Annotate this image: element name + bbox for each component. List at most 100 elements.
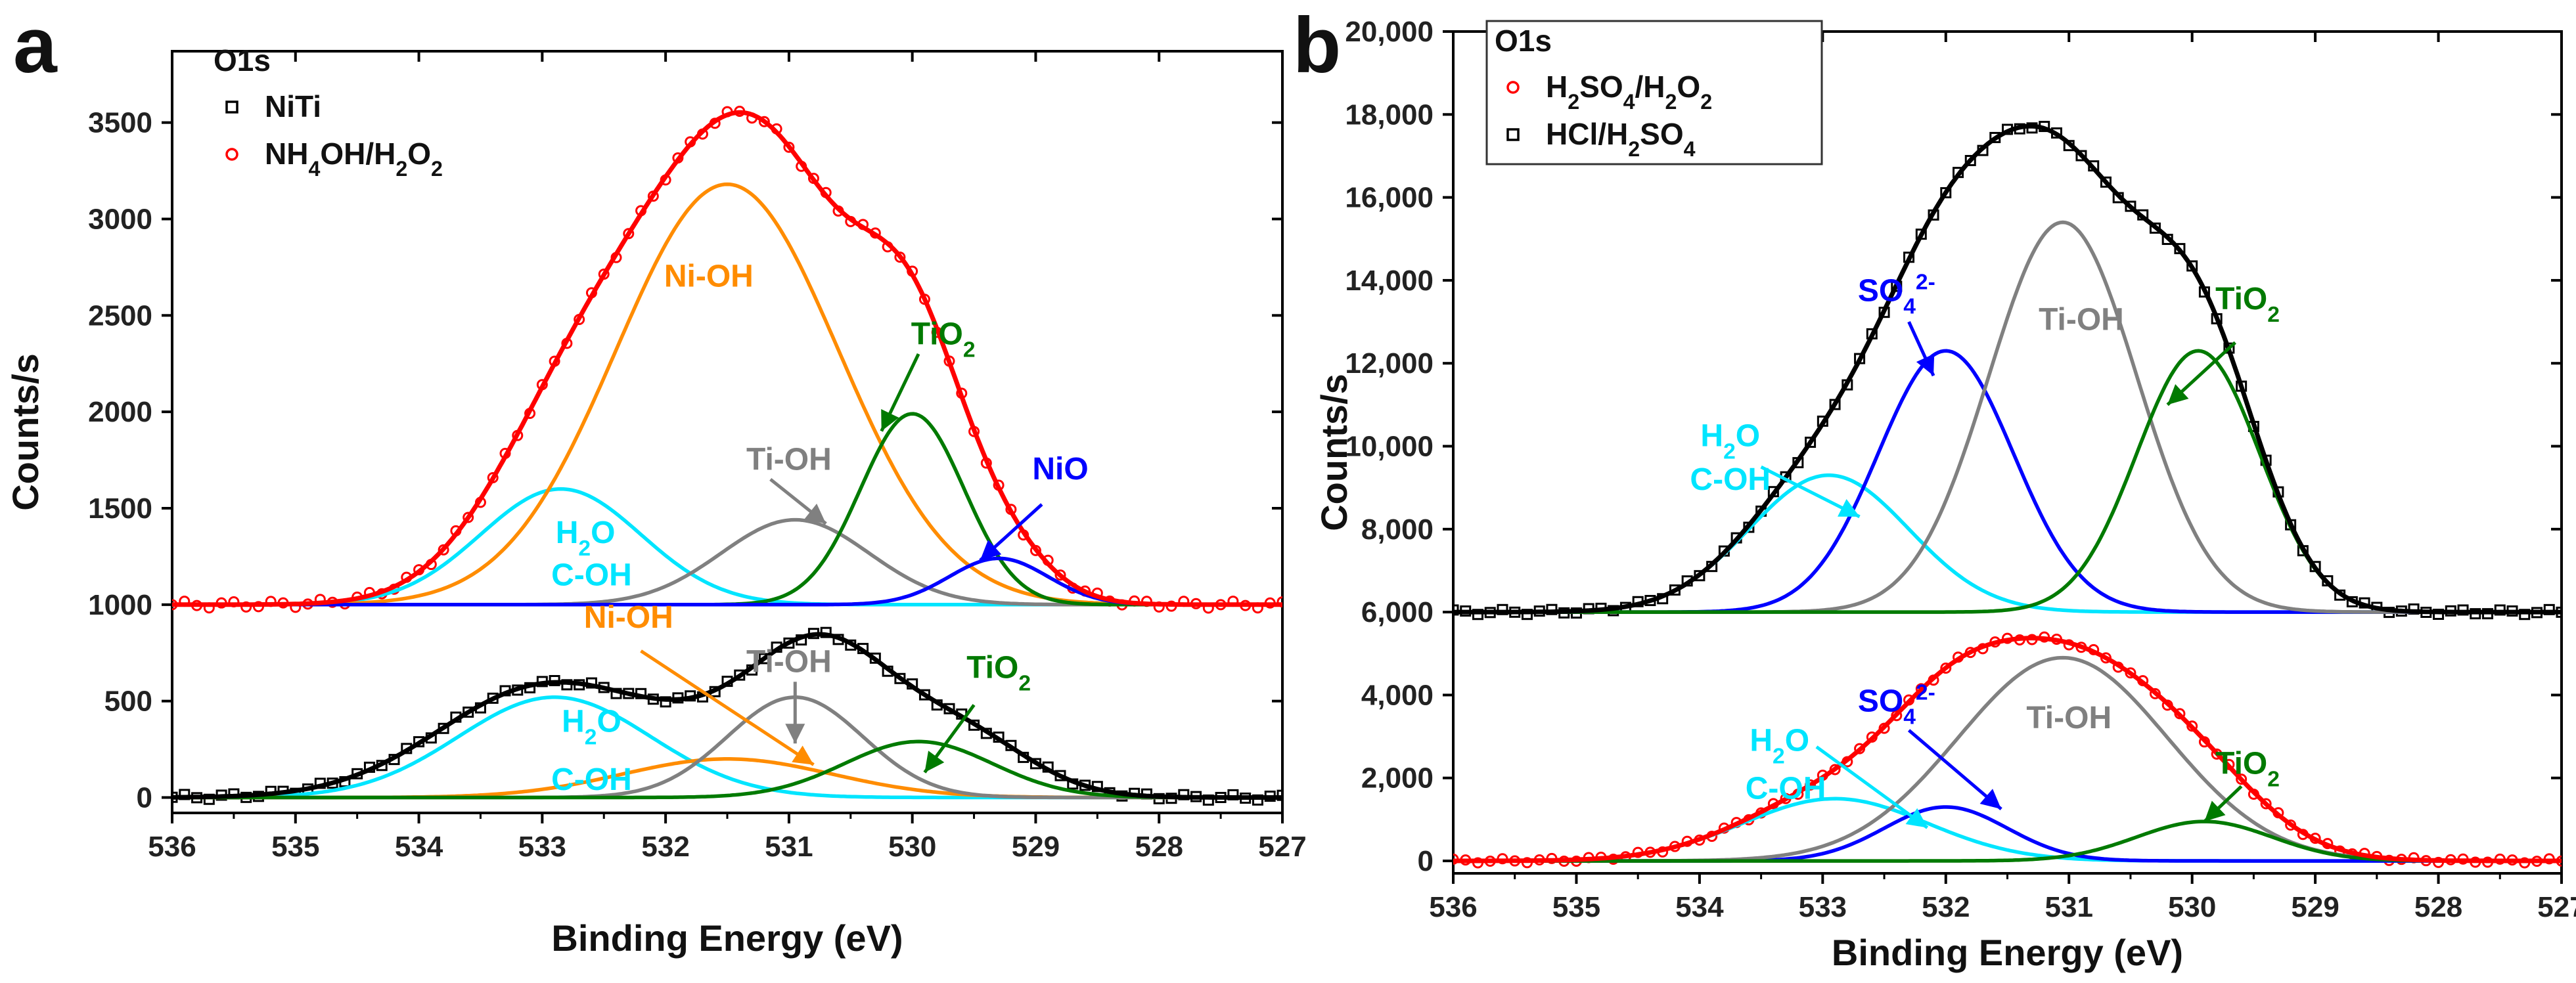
- data-point: [2075, 150, 2087, 162]
- panel-label-a: a: [13, 1, 58, 89]
- annotation-arrow-head: [1916, 353, 1935, 376]
- legend-title: O1s: [1495, 24, 1552, 58]
- x-tick-label: 528: [1135, 831, 1183, 863]
- data-point: [463, 512, 474, 523]
- component-line: [1453, 349, 2562, 614]
- component-line: [1453, 349, 2562, 614]
- peak-annotation: SO42-: [1858, 270, 1935, 318]
- component-line: [172, 556, 1282, 607]
- annotation-arrow-head: [1979, 789, 2002, 810]
- y-tick-label: 0: [1418, 845, 1434, 877]
- y-tick-label: 18,000: [1345, 98, 1434, 131]
- peak-annotation: TiO2: [966, 650, 1031, 695]
- y-tick-label: 12,000: [1345, 347, 1434, 380]
- x-axis-title: Binding Energy (eV): [1832, 932, 2183, 973]
- annotation-arrow-line: [640, 649, 815, 766]
- annotation-arrow-line: [1907, 729, 2002, 811]
- peak-annotation: H2O: [1750, 724, 1809, 769]
- y-tick-label: 1500: [88, 492, 152, 525]
- x-tick-label: 535: [1552, 891, 1600, 923]
- y-tick-label: 2000: [88, 396, 152, 428]
- data-point: [1964, 154, 1976, 166]
- peak-annotation: Ti-OH: [746, 645, 832, 680]
- peak-annotation: SO42-: [1858, 680, 1935, 729]
- data-point: [1891, 710, 1903, 722]
- x-tick-label: 532: [1922, 891, 1970, 923]
- x-tick-label: 536: [1429, 891, 1477, 923]
- component-line: [1453, 805, 2562, 863]
- x-tick-label: 534: [395, 831, 443, 863]
- y-tick-label: 14,000: [1345, 265, 1434, 297]
- annotation-arrow-head: [2204, 800, 2226, 822]
- x-tick-label: 531: [765, 831, 813, 863]
- legend-marker: [1506, 81, 1520, 94]
- panel-a: a 536 535 534 533 532 531 530 529 528 527 0 500 1000 1…: [5, 1, 1307, 959]
- data-point: [1277, 596, 1282, 608]
- annotation-arrow-head: [881, 408, 899, 431]
- panel-label-b: b: [1293, 1, 1341, 89]
- peak-annotation: Ni-OH: [584, 600, 673, 635]
- annotation-arrow-head: [980, 540, 1002, 561]
- peak-annotation: NiO: [1032, 452, 1088, 487]
- annotation-arrow-line: [1815, 745, 1929, 829]
- peak-annotation: TiO2: [2215, 282, 2280, 327]
- legend-box: [1485, 20, 1823, 165]
- envelope-line: [1453, 636, 2562, 863]
- legend-label: NiTi: [265, 89, 321, 123]
- data-point: [438, 544, 449, 556]
- peak-annotation: H2O: [562, 705, 621, 750]
- data-point: [2260, 798, 2272, 810]
- peak-annotation: C-OH: [1690, 462, 1771, 497]
- y-tick-label: 20,000: [1345, 16, 1434, 48]
- annotation-arrow-head: [1838, 498, 1860, 517]
- component-line: [172, 182, 1282, 607]
- peak-annotation: Ti-OH: [746, 442, 832, 477]
- envelope-line: [1453, 123, 2562, 615]
- annotation-arrow-head: [1905, 808, 1928, 828]
- annotation-arrow-head: [2167, 384, 2189, 405]
- y-axis-title: Counts/s: [1313, 374, 1355, 531]
- annotation-arrow-head: [924, 751, 945, 773]
- y-tick-label: 10,000: [1345, 431, 1434, 463]
- data-point: [2236, 774, 2248, 785]
- y-tick-label: 500: [104, 686, 152, 718]
- data-point: [758, 116, 770, 127]
- plot-area: [172, 106, 1282, 806]
- x-tick-label: 534: [1675, 891, 1724, 923]
- x-tick-label: 530: [2168, 891, 2216, 923]
- data-point: [1805, 437, 1817, 448]
- data-point: [1940, 662, 1952, 674]
- peak-annotation: Ti-OH: [2026, 701, 2112, 735]
- peak-annotation: C-OH: [1746, 771, 1826, 806]
- y-tick-label: 3000: [88, 203, 152, 235]
- legend-label: HCl/H2SO4: [1546, 117, 1696, 161]
- data-point: [2211, 748, 2223, 760]
- x-tick-label: 535: [271, 831, 319, 863]
- data-point: [2186, 720, 2198, 732]
- data-point: [783, 141, 795, 153]
- component-line: [1453, 473, 2562, 614]
- data-point: [2125, 200, 2136, 212]
- annotation-arrow-head: [792, 745, 814, 765]
- y-tick-label: 3500: [88, 107, 152, 139]
- y-tick-label: 8,000: [1361, 513, 1434, 546]
- data-point: [2100, 176, 2112, 188]
- data-point: [1940, 187, 1952, 199]
- x-tick-label: 530: [888, 831, 936, 863]
- y-tick-label: 2,000: [1361, 762, 1434, 795]
- peak-annotation: H2O: [1700, 419, 1760, 464]
- data-point: [1915, 683, 1927, 695]
- data-point: [758, 653, 770, 665]
- x-tick-label: 532: [641, 831, 689, 863]
- y-tick-label: 4,000: [1361, 679, 1434, 711]
- legend-label: NH4OH/H2O2: [265, 137, 443, 181]
- peak-annotation: TiO2: [911, 317, 976, 362]
- component-line: [172, 412, 1282, 607]
- y-axis-title: Counts/s: [5, 353, 46, 511]
- x-tick-label: 536: [148, 831, 196, 863]
- component-line: [172, 739, 1282, 800]
- scatter-series: [1453, 631, 2562, 869]
- data-point: [918, 689, 930, 701]
- x-tick-label: 529: [1012, 831, 1060, 863]
